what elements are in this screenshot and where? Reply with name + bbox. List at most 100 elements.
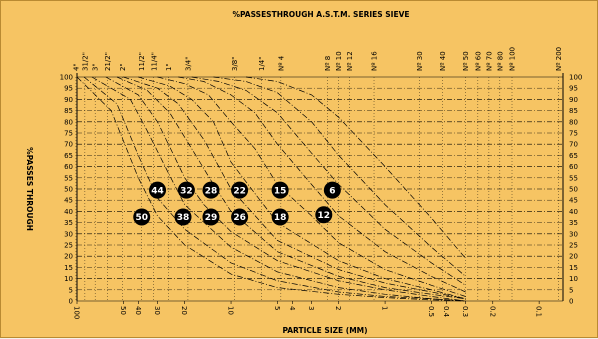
curve-badge-label: 50	[135, 213, 148, 223]
bottom-tick-label: 0.1	[535, 306, 543, 317]
y-tick-label-right: 65	[569, 152, 578, 160]
curve-badge-label: 32	[180, 186, 193, 196]
y-tick-label-left: 50	[64, 186, 73, 194]
top-sieve-label: Nº 16	[371, 51, 379, 71]
top-sieve-label: 4"	[72, 63, 80, 71]
curve-badge-circle	[231, 181, 249, 199]
y-tick-label-left: 75	[64, 130, 73, 138]
grading-curve-6	[245, 76, 466, 259]
curve-badge-label: 12	[318, 211, 331, 221]
curve-badge-label: 26	[233, 213, 246, 223]
y-tick-label-left: 0	[69, 298, 73, 306]
y-tick-label-left: 65	[64, 152, 73, 160]
curve-badge-circle	[271, 208, 289, 226]
x-axis-label: PARTICLE SIZE (MM)	[282, 326, 367, 335]
curve-badge-label: 28	[205, 186, 218, 196]
y-tick-label-left: 5	[69, 286, 73, 294]
top-sieve-label: Nº 50	[462, 51, 470, 71]
top-sieve-label: Nº 100	[509, 47, 517, 71]
y-tick-label-right: 20	[569, 253, 578, 261]
bottom-tick-label: 100	[73, 306, 81, 319]
bottom-tick-label: 50	[119, 306, 127, 315]
y-tick-label-right: 25	[569, 242, 578, 250]
y-tick-label-right: 55	[569, 174, 578, 182]
top-sieve-label: Nº 200	[555, 47, 563, 71]
y-tick-label-right: 10	[569, 275, 578, 283]
curve-badge-50: 50	[133, 208, 151, 226]
chart-title: %PASSESTHROUGH A.S.T.M. SERIES SIEVE	[232, 10, 409, 19]
y-tick-label-left: 30	[64, 230, 73, 238]
top-sieve-label: Nº 30	[416, 51, 424, 71]
bottom-tick-label: 0.3	[461, 306, 469, 317]
top-sieve-tick-labels: 4" 31/2" 3" 21/2" 2" 11/2" 1" 11/4" 3/4" 3/8" 1/4"…	[72, 47, 562, 71]
top-sieve-label: Nº 8	[324, 56, 332, 71]
top-sieve-label: 31/2"	[81, 52, 89, 71]
curve-badge-label: 38	[177, 213, 190, 223]
curve-badge-32: 32	[177, 181, 195, 199]
curve-badge-44: 44	[149, 181, 167, 199]
y-tick-label-right: 95	[569, 85, 578, 93]
top-sieve-label: Nº 4	[277, 55, 285, 71]
y-tick-label-right: 0	[569, 298, 573, 306]
curve-badge-circle	[177, 181, 195, 199]
top-sieve-label: 1"	[165, 63, 173, 71]
curve-badge-15: 15	[271, 181, 289, 199]
y-tick-label-left: 95	[64, 85, 73, 93]
y-tick-label-left: 40	[64, 208, 73, 216]
curve-badge-circle	[231, 208, 249, 226]
grading-curve-50	[76, 76, 466, 302]
top-sieve-label: 3/4"	[184, 57, 192, 72]
curve-badge-circle	[202, 208, 220, 226]
y-tick-label-right: 45	[569, 197, 578, 205]
y-tick-label-right: 75	[569, 130, 578, 138]
y-tick-label-left: 15	[64, 264, 73, 272]
curve-badge-circle	[315, 206, 333, 224]
top-sieve-label: Nº 80	[496, 51, 504, 71]
top-sieve-label: Nº 60	[474, 51, 482, 71]
bottom-tick-label: 5	[273, 306, 281, 310]
top-sieve-label: 3/8"	[231, 57, 239, 72]
bottom-tick-label: 10	[227, 306, 235, 315]
curve-badge-38: 38	[174, 208, 192, 226]
grading-curve-12	[213, 76, 466, 277]
y-tick-label-left: 55	[64, 174, 73, 182]
bottom-tick-label: 40	[134, 306, 142, 315]
y-tick-label-right: 70	[569, 141, 578, 149]
y-tick-label-left: 45	[64, 197, 73, 205]
bottom-tick-label: 0.5	[427, 306, 435, 317]
top-sieve-label: 2"	[119, 63, 127, 71]
y-tick-label-left: 70	[64, 141, 73, 149]
top-sieve-label: Nº 10	[335, 51, 343, 71]
y-tick-label-right: 40	[569, 208, 578, 216]
grading-curve-15	[191, 76, 466, 286]
y-tick-label-right: 15	[569, 264, 578, 272]
curve-badge-circle	[149, 181, 167, 199]
bottom-tick-label: 0.2	[488, 306, 496, 317]
y-tick-label-right: 80	[569, 118, 578, 126]
y-tick-label-left: 80	[64, 118, 73, 126]
curve-badge-label: 22	[233, 186, 246, 196]
top-sieve-label: 11/2"	[138, 52, 146, 71]
curve-badge-label: 15	[274, 186, 287, 196]
bottom-tick-label: 1	[381, 306, 389, 310]
y-tick-label-left: 20	[64, 253, 73, 261]
y-tick-label-right: 30	[569, 230, 578, 238]
top-sieve-label: Nº 12	[346, 51, 354, 71]
y-tick-label-left: 85	[64, 107, 73, 115]
y-tick-label-right: 60	[569, 163, 578, 171]
y-tick-label-right: 90	[569, 96, 578, 104]
grading-curve-18	[178, 76, 466, 293]
curve-badge-18: 18	[271, 208, 289, 226]
top-sieve-label: 1/4"	[258, 57, 266, 72]
y-tick-label-left: 100	[60, 74, 73, 82]
bottom-tick-label: 20	[180, 306, 188, 315]
top-sieve-label: 3"	[92, 63, 100, 71]
y-tick-label-left: 25	[64, 242, 73, 250]
curve-badge-label: 18	[274, 213, 287, 223]
grading-curve-44	[83, 76, 466, 302]
curve-badge-circle	[174, 208, 192, 226]
curve-badge-label: 6	[329, 186, 335, 196]
bottom-tick-label: 4	[288, 306, 296, 311]
right-y-tick-labels: 0 5 10 15 20 25 30 35 40 45 50 55 60 65 70 75 80 85 90 95 10…	[569, 74, 582, 306]
curve-badge-circle	[323, 181, 341, 199]
